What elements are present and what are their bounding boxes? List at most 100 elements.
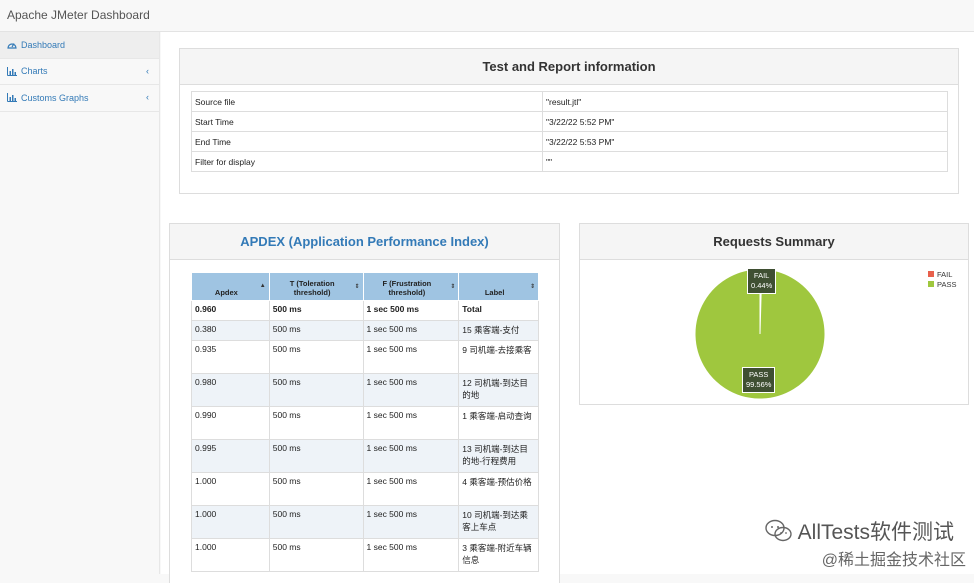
pie-label-name: PASS xyxy=(746,370,771,380)
apdex-cell: 0.960 xyxy=(192,301,270,321)
chevron-left-icon[interactable]: ‹ xyxy=(146,92,149,102)
frustration-cell: 1 sec 500 ms xyxy=(363,301,459,321)
label-cell: 10 司机端-到达乘客上车点 xyxy=(459,506,539,539)
apdex-cell: 1.000 xyxy=(192,506,270,539)
sort-icon: ⇕ xyxy=(450,283,455,290)
frustration-cell: 1 sec 500 ms xyxy=(363,473,459,506)
wechat-icon xyxy=(764,518,794,544)
label-cell: Total xyxy=(459,301,539,321)
bar-chart-icon xyxy=(7,67,17,76)
info-label: Start Time xyxy=(192,112,543,132)
column-header-label[interactable]: Label ⇕ xyxy=(459,273,539,301)
table-row: Filter for display "" xyxy=(192,152,948,172)
main-content: Test and Report information Source file … xyxy=(161,32,974,574)
requests-summary-panel: Requests Summary FAIL 0.44% PASS 99.56% … xyxy=(579,223,969,405)
apdex-cell: 0.990 xyxy=(192,407,270,440)
top-navbar: Apache JMeter Dashboard xyxy=(0,0,974,32)
toleration-cell: 500 ms xyxy=(269,539,363,572)
legend-item-pass[interactable]: PASS xyxy=(928,279,956,289)
table-row: 1.000 500 ms 1 sec 500 ms 10 司机端-到达乘客上车点 xyxy=(192,506,539,539)
legend-item-fail[interactable]: FAIL xyxy=(928,269,956,279)
frustration-cell: 1 sec 500 ms xyxy=(363,374,459,407)
toleration-cell: 500 ms xyxy=(269,473,363,506)
watermark-text: AllTests软件测试 xyxy=(798,516,954,546)
info-table: Source file "result.jtl" Start Time "3/2… xyxy=(191,91,948,172)
label-cell: 3 乘客端-附近车辆信息 xyxy=(459,539,539,572)
pie-label-value: 99.56% xyxy=(746,380,771,390)
chevron-left-icon[interactable]: ‹ xyxy=(146,66,149,76)
sidebar-item-customs-graphs[interactable]: Customs Graphs ‹ xyxy=(0,85,159,112)
toleration-cell: 500 ms xyxy=(269,506,363,539)
toleration-cell: 500 ms xyxy=(269,301,363,321)
pie-label-pass: PASS 99.56% xyxy=(742,367,775,393)
table-row: Source file "result.jtl" xyxy=(192,92,948,112)
app-title[interactable]: Apache JMeter Dashboard xyxy=(7,8,150,22)
frustration-cell: 1 sec 500 ms xyxy=(363,440,459,473)
label-cell: 1 乘客端-启动查询 xyxy=(459,407,539,440)
legend-label: FAIL xyxy=(937,270,952,279)
pie-label-value: 0.44% xyxy=(751,281,772,291)
apdex-cell: 0.995 xyxy=(192,440,270,473)
toleration-cell: 500 ms xyxy=(269,440,363,473)
column-header-apdex[interactable]: Apdex ▲ xyxy=(192,273,270,301)
legend-swatch xyxy=(928,271,934,277)
header-line: Label xyxy=(485,288,505,297)
toleration-cell: 500 ms xyxy=(269,407,363,440)
legend-label: PASS xyxy=(937,280,956,289)
header-line: T (Toleration xyxy=(290,279,335,288)
sidebar-item-dashboard[interactable]: Dashboard xyxy=(0,32,159,59)
info-label: Filter for display xyxy=(192,152,543,172)
requests-pie-chart xyxy=(660,262,900,406)
watermark: AllTests软件测试 xyxy=(764,516,954,546)
frustration-cell: 1 sec 500 ms xyxy=(363,341,459,374)
bar-chart-icon xyxy=(7,93,17,102)
table-row: 1.000 500 ms 1 sec 500 ms 4 乘客端-预估价格 xyxy=(192,473,539,506)
header-line: Apdex xyxy=(215,288,238,297)
frustration-cell: 1 sec 500 ms xyxy=(363,321,459,341)
table-row: 0.960 500 ms 1 sec 500 ms Total xyxy=(192,301,539,321)
info-value: "result.jtl" xyxy=(543,92,948,112)
sidebar-item-label: Charts xyxy=(21,66,48,76)
test-report-info-panel: Test and Report information Source file … xyxy=(179,48,959,194)
panel-title: Test and Report information xyxy=(180,49,958,85)
apdex-panel: APDEX (Application Performance Index) Ap… xyxy=(169,223,560,583)
header-line: threshold) xyxy=(294,288,331,297)
table-row: 0.995 500 ms 1 sec 500 ms 13 司机端-到达目的地-行… xyxy=(192,440,539,473)
column-header-frustration[interactable]: F (Frustration threshold) ⇕ xyxy=(363,273,459,301)
sort-icon: ⇕ xyxy=(530,283,535,290)
info-value: "3/22/22 5:53 PM" xyxy=(543,132,948,152)
frustration-cell: 1 sec 500 ms xyxy=(363,539,459,572)
sidebar-item-charts[interactable]: Charts ‹ xyxy=(0,59,159,86)
sidebar: Dashboard Charts ‹ Customs Graphs ‹ xyxy=(0,32,160,574)
toleration-cell: 500 ms xyxy=(269,341,363,374)
sort-asc-icon: ▲ xyxy=(260,283,266,289)
table-row: 0.935 500 ms 1 sec 500 ms 9 司机端-去接乘客 xyxy=(192,341,539,374)
table-row: End Time "3/22/22 5:53 PM" xyxy=(192,132,948,152)
info-value: "" xyxy=(543,152,948,172)
toleration-cell: 500 ms xyxy=(269,321,363,341)
table-row: 0.380 500 ms 1 sec 500 ms 15 乘客端-支付 xyxy=(192,321,539,341)
label-cell: 12 司机端-到达目的地 xyxy=(459,374,539,407)
info-label: Source file xyxy=(192,92,543,112)
label-cell: 13 司机端-到达目的地-行程费用 xyxy=(459,440,539,473)
frustration-cell: 1 sec 500 ms xyxy=(363,407,459,440)
apdex-table: Apdex ▲ T (Toleration threshold) ⇕ F (Fr… xyxy=(191,272,539,572)
pie-label-name: FAIL xyxy=(751,271,772,281)
panel-title: Requests Summary xyxy=(580,224,968,260)
table-row: Start Time "3/22/22 5:52 PM" xyxy=(192,112,948,132)
column-header-toleration[interactable]: T (Toleration threshold) ⇕ xyxy=(269,273,363,301)
apdex-cell: 1.000 xyxy=(192,473,270,506)
header-line: F (Frustration xyxy=(383,279,432,288)
panel-title: APDEX (Application Performance Index) xyxy=(170,224,559,260)
header-line: threshold) xyxy=(389,288,426,297)
pie-label-fail: FAIL 0.44% xyxy=(747,268,776,294)
table-row: 1.000 500 ms 1 sec 500 ms 3 乘客端-附近车辆信息 xyxy=(192,539,539,572)
table-row: 0.990 500 ms 1 sec 500 ms 1 乘客端-启动查询 xyxy=(192,407,539,440)
label-cell: 9 司机端-去接乘客 xyxy=(459,341,539,374)
info-value: "3/22/22 5:52 PM" xyxy=(543,112,948,132)
toleration-cell: 500 ms xyxy=(269,374,363,407)
dashboard-icon xyxy=(7,40,17,49)
apdex-cell: 0.380 xyxy=(192,321,270,341)
apdex-cell: 0.935 xyxy=(192,341,270,374)
label-cell: 4 乘客端-预估价格 xyxy=(459,473,539,506)
